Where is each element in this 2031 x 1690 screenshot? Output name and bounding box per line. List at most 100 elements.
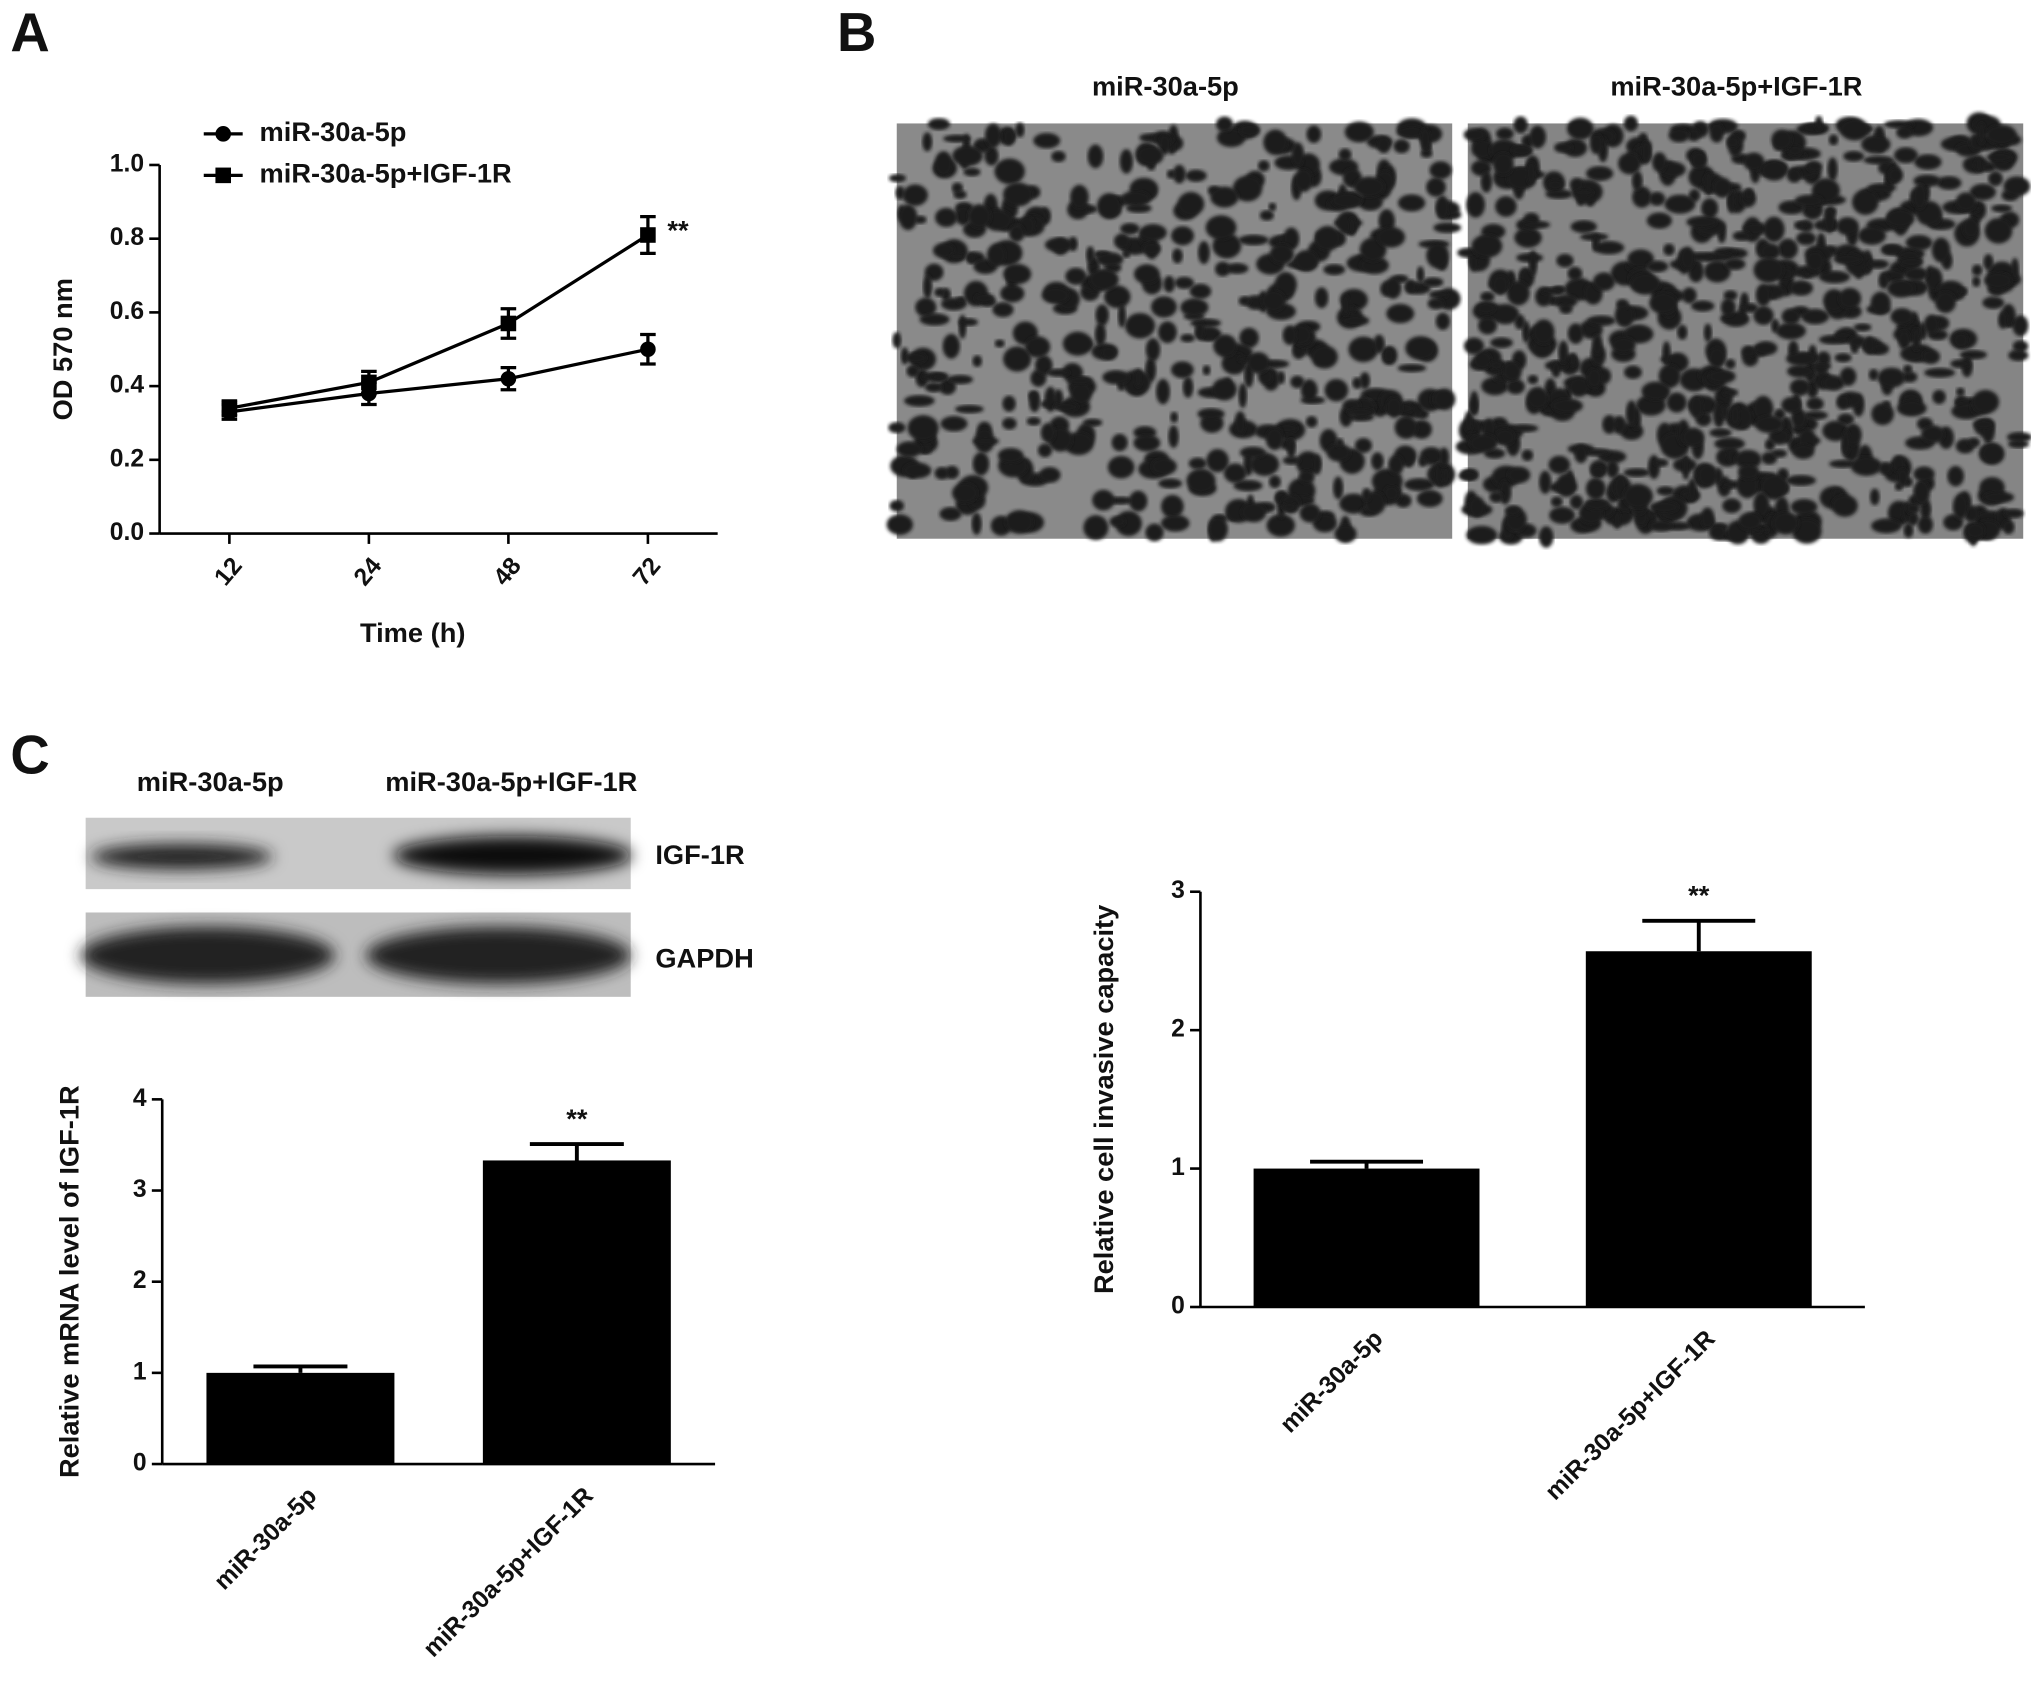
cell-blob: [1507, 466, 1531, 484]
cell-blob: [1649, 519, 1673, 532]
cell-blob: [947, 374, 974, 385]
cell-blob: [1089, 268, 1119, 291]
cell-blob: [1649, 501, 1679, 513]
cell-blob: [1584, 498, 1610, 511]
cell-blob: [1521, 220, 1551, 229]
cell-blob: [1981, 443, 2005, 465]
cell-blob: [1545, 189, 1573, 200]
cell-blob: [1738, 512, 1763, 531]
cell-blob: [1709, 428, 1732, 438]
cell-blob: [1586, 367, 1602, 389]
cell-blob: [1709, 122, 1724, 143]
cell-blob: [1777, 238, 1798, 260]
cell-blob: [1614, 303, 1635, 328]
cell-blob: [1038, 467, 1061, 483]
cell-blob: [1189, 283, 1212, 299]
cell-blob: [1161, 494, 1184, 519]
cell-blob: [1867, 183, 1897, 193]
cell-blob: [1508, 424, 1539, 433]
cell-blob: [1838, 287, 1862, 310]
cell-blob: [1005, 510, 1034, 534]
cell-blob: [1161, 514, 1190, 532]
cell-blob: [1323, 264, 1346, 276]
cell-blob: [1666, 392, 1687, 413]
cell-blob: [1618, 152, 1642, 175]
cell-blob: [1663, 243, 1675, 256]
cell-blob: [1529, 125, 1547, 149]
cell-blob: [940, 415, 968, 432]
cell-blob: [1551, 360, 1561, 378]
cell-blob: [1346, 407, 1375, 417]
error-bar: [1310, 1159, 1424, 1169]
y-tick-label: 0.6: [110, 298, 144, 325]
cell-blob: [1983, 272, 2012, 289]
cell-blob: [1587, 315, 1616, 327]
cell-blob: [1660, 161, 1686, 178]
cell-blob: [1250, 452, 1280, 476]
cell-blob: [1901, 371, 1918, 383]
cell-blob: [1781, 396, 1802, 414]
cell-blob: [1953, 332, 1969, 349]
cell-blob: [1753, 306, 1774, 325]
cell-blob: [1833, 253, 1862, 265]
cell-blob: [1891, 455, 1906, 473]
cell-blob: [1905, 234, 1933, 251]
cell-blob: [1070, 184, 1089, 210]
cell-blob: [994, 339, 1005, 348]
significance: **: [667, 215, 689, 246]
y-axis-title: OD 570 nm: [47, 278, 78, 420]
series-line: [229, 233, 649, 410]
cell-blob: [1853, 323, 1872, 332]
cell-blob: [1622, 483, 1653, 509]
cell-blob: [1794, 194, 1824, 208]
cell-blob: [1107, 455, 1135, 479]
cell-blob: [902, 184, 928, 206]
cell-blob: [1903, 266, 1929, 282]
cell-blob: [1652, 152, 1667, 173]
cell-blob: [997, 447, 1024, 464]
cell-blob: [1418, 456, 1428, 467]
cell-blob: [1326, 443, 1351, 462]
cell-blob: [898, 204, 918, 231]
cell-blob: [1606, 460, 1619, 478]
cell-blob: [966, 252, 976, 264]
cell-blob: [1458, 470, 1478, 481]
cell-blob: [952, 482, 978, 504]
cell-blob: [1664, 194, 1696, 214]
cell-blob: [1182, 376, 1194, 398]
cell-blob: [1341, 315, 1370, 326]
cell-blob: [1983, 253, 1994, 271]
cell-blob: [1293, 168, 1313, 193]
cell-blob: [1732, 231, 1752, 241]
cell-blob: [1593, 241, 1625, 255]
x-axis-title: Time (h): [360, 617, 465, 648]
cell-blob: [1841, 429, 1851, 455]
cell-blob: [1971, 264, 1983, 276]
cell-blob: [1532, 319, 1555, 345]
cell-blob: [1305, 416, 1318, 428]
cell-blob: [1216, 116, 1234, 132]
cell-blob: [1113, 233, 1131, 249]
cell-blob: [967, 204, 992, 229]
cell-blob: [1760, 243, 1781, 260]
cell-blob: [1180, 333, 1195, 343]
cell-blob: [1008, 224, 1025, 242]
cell-blob: [1877, 367, 1906, 388]
cell-blob: [1631, 171, 1643, 191]
cell-blob: [1897, 330, 1911, 350]
cell-blob: [907, 415, 939, 441]
cell-blob: [1405, 336, 1436, 360]
y-tick-label: 0: [1171, 1293, 1185, 1320]
cell-blob: [1033, 132, 1061, 149]
cell-blob: [955, 205, 972, 226]
cell-blob: [1723, 290, 1738, 301]
cell-blob: [1422, 277, 1444, 288]
cell-blob: [1463, 128, 1486, 142]
cell-blob: [932, 242, 956, 259]
panel-label: A: [10, 2, 49, 63]
cell-blob: [896, 441, 923, 458]
y-tick-label: 4: [133, 1085, 147, 1112]
cell-blob: [1649, 292, 1678, 315]
cell-blob: [1151, 296, 1177, 318]
cell-blob: [1092, 489, 1115, 511]
